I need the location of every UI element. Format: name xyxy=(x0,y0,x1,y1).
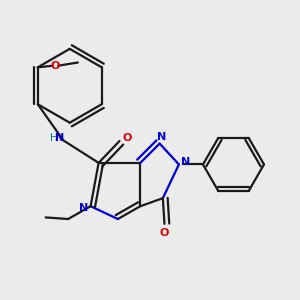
Text: O: O xyxy=(51,61,60,71)
Text: H: H xyxy=(50,133,58,143)
Text: O: O xyxy=(160,228,169,238)
Text: N: N xyxy=(79,203,88,213)
Text: O: O xyxy=(123,134,132,143)
Text: N: N xyxy=(56,133,65,143)
Text: N: N xyxy=(157,131,166,142)
Text: N: N xyxy=(181,157,190,167)
